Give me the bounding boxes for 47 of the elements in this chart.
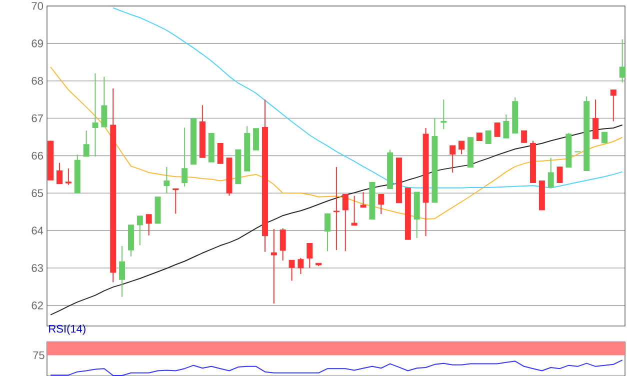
candlestick [172, 188, 179, 214]
candlestick [306, 242, 313, 268]
candlestick [556, 166, 563, 183]
candlestick [298, 257, 304, 274]
y-tick-label: 68 [32, 76, 43, 85]
candlestick [440, 99, 447, 130]
candlestick [280, 228, 286, 262]
candlestick [324, 213, 330, 252]
y-tick-label: 69 [32, 40, 43, 48]
chart-title: RSI(14) [49, 324, 86, 335]
candlestick [619, 38, 626, 83]
candlestick [450, 145, 456, 174]
candlestick [83, 130, 90, 157]
candlestick [503, 114, 510, 139]
candlestick [65, 168, 72, 186]
candlestick [253, 128, 260, 151]
candlestick [342, 194, 348, 252]
text: 75 [33, 351, 44, 360]
candlestick [592, 99, 599, 140]
y-tick-label: 62 [32, 302, 43, 310]
y-tick-label: 70 [32, 2, 44, 10]
y-tick-label: 67 [32, 114, 43, 122]
candlestick [136, 215, 143, 246]
candlestick [351, 195, 358, 226]
y-tick-label: 66 [32, 152, 43, 160]
y-tick-label: 63 [32, 264, 43, 272]
candlestick [56, 162, 62, 184]
candlestick [601, 132, 608, 144]
y-tick-label: 64 [32, 226, 44, 234]
candlestick [610, 89, 616, 122]
y-tick-label: 65 [32, 189, 43, 198]
candlestick [270, 228, 277, 304]
candlestick [288, 260, 295, 282]
candlestick [101, 76, 108, 128]
candlestick [360, 192, 366, 208]
candlestick [485, 130, 492, 144]
candlestick [119, 245, 126, 298]
candlestick [548, 157, 554, 188]
candlestick [182, 127, 188, 187]
candlestick [378, 194, 384, 215]
candlestick [146, 214, 152, 236]
candlestick [494, 122, 500, 138]
candlestick [92, 72, 98, 157]
candlestick [521, 130, 528, 144]
candlestick [164, 166, 170, 194]
candlestick [458, 140, 464, 155]
candlestick [217, 142, 224, 164]
